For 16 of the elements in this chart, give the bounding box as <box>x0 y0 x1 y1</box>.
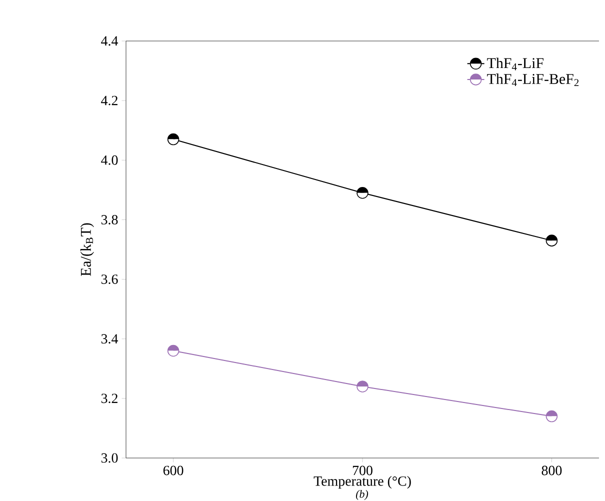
legend-label: ThF$_{4}$-LiF-BeF$_{2}$ <box>487 74 579 86</box>
y-tick-label: 4.0 <box>101 155 118 165</box>
y-tick-label: 3.2 <box>101 394 118 404</box>
y-tick-label: 4.4 <box>101 36 118 46</box>
x-tick-label: 600 <box>163 466 184 476</box>
y-tick-label: 4.2 <box>101 96 118 106</box>
y-tick-label: 3.8 <box>101 214 118 224</box>
legend-label: ThF$_{4}$-LiF <box>487 58 544 70</box>
x-tick-label: 700 <box>352 466 372 476</box>
x-axis-title: Temperature (°C) <box>314 476 411 489</box>
y-tick-label: 3.0 <box>101 453 118 463</box>
y-tick-label: 3.6 <box>101 274 118 284</box>
y-tick-label: 3.4 <box>101 334 118 344</box>
y-axis-title: Ea/(k$_{B}$T) <box>80 223 94 276</box>
text: (b) <box>356 490 368 500</box>
x-tick-label: 800 <box>542 466 562 476</box>
